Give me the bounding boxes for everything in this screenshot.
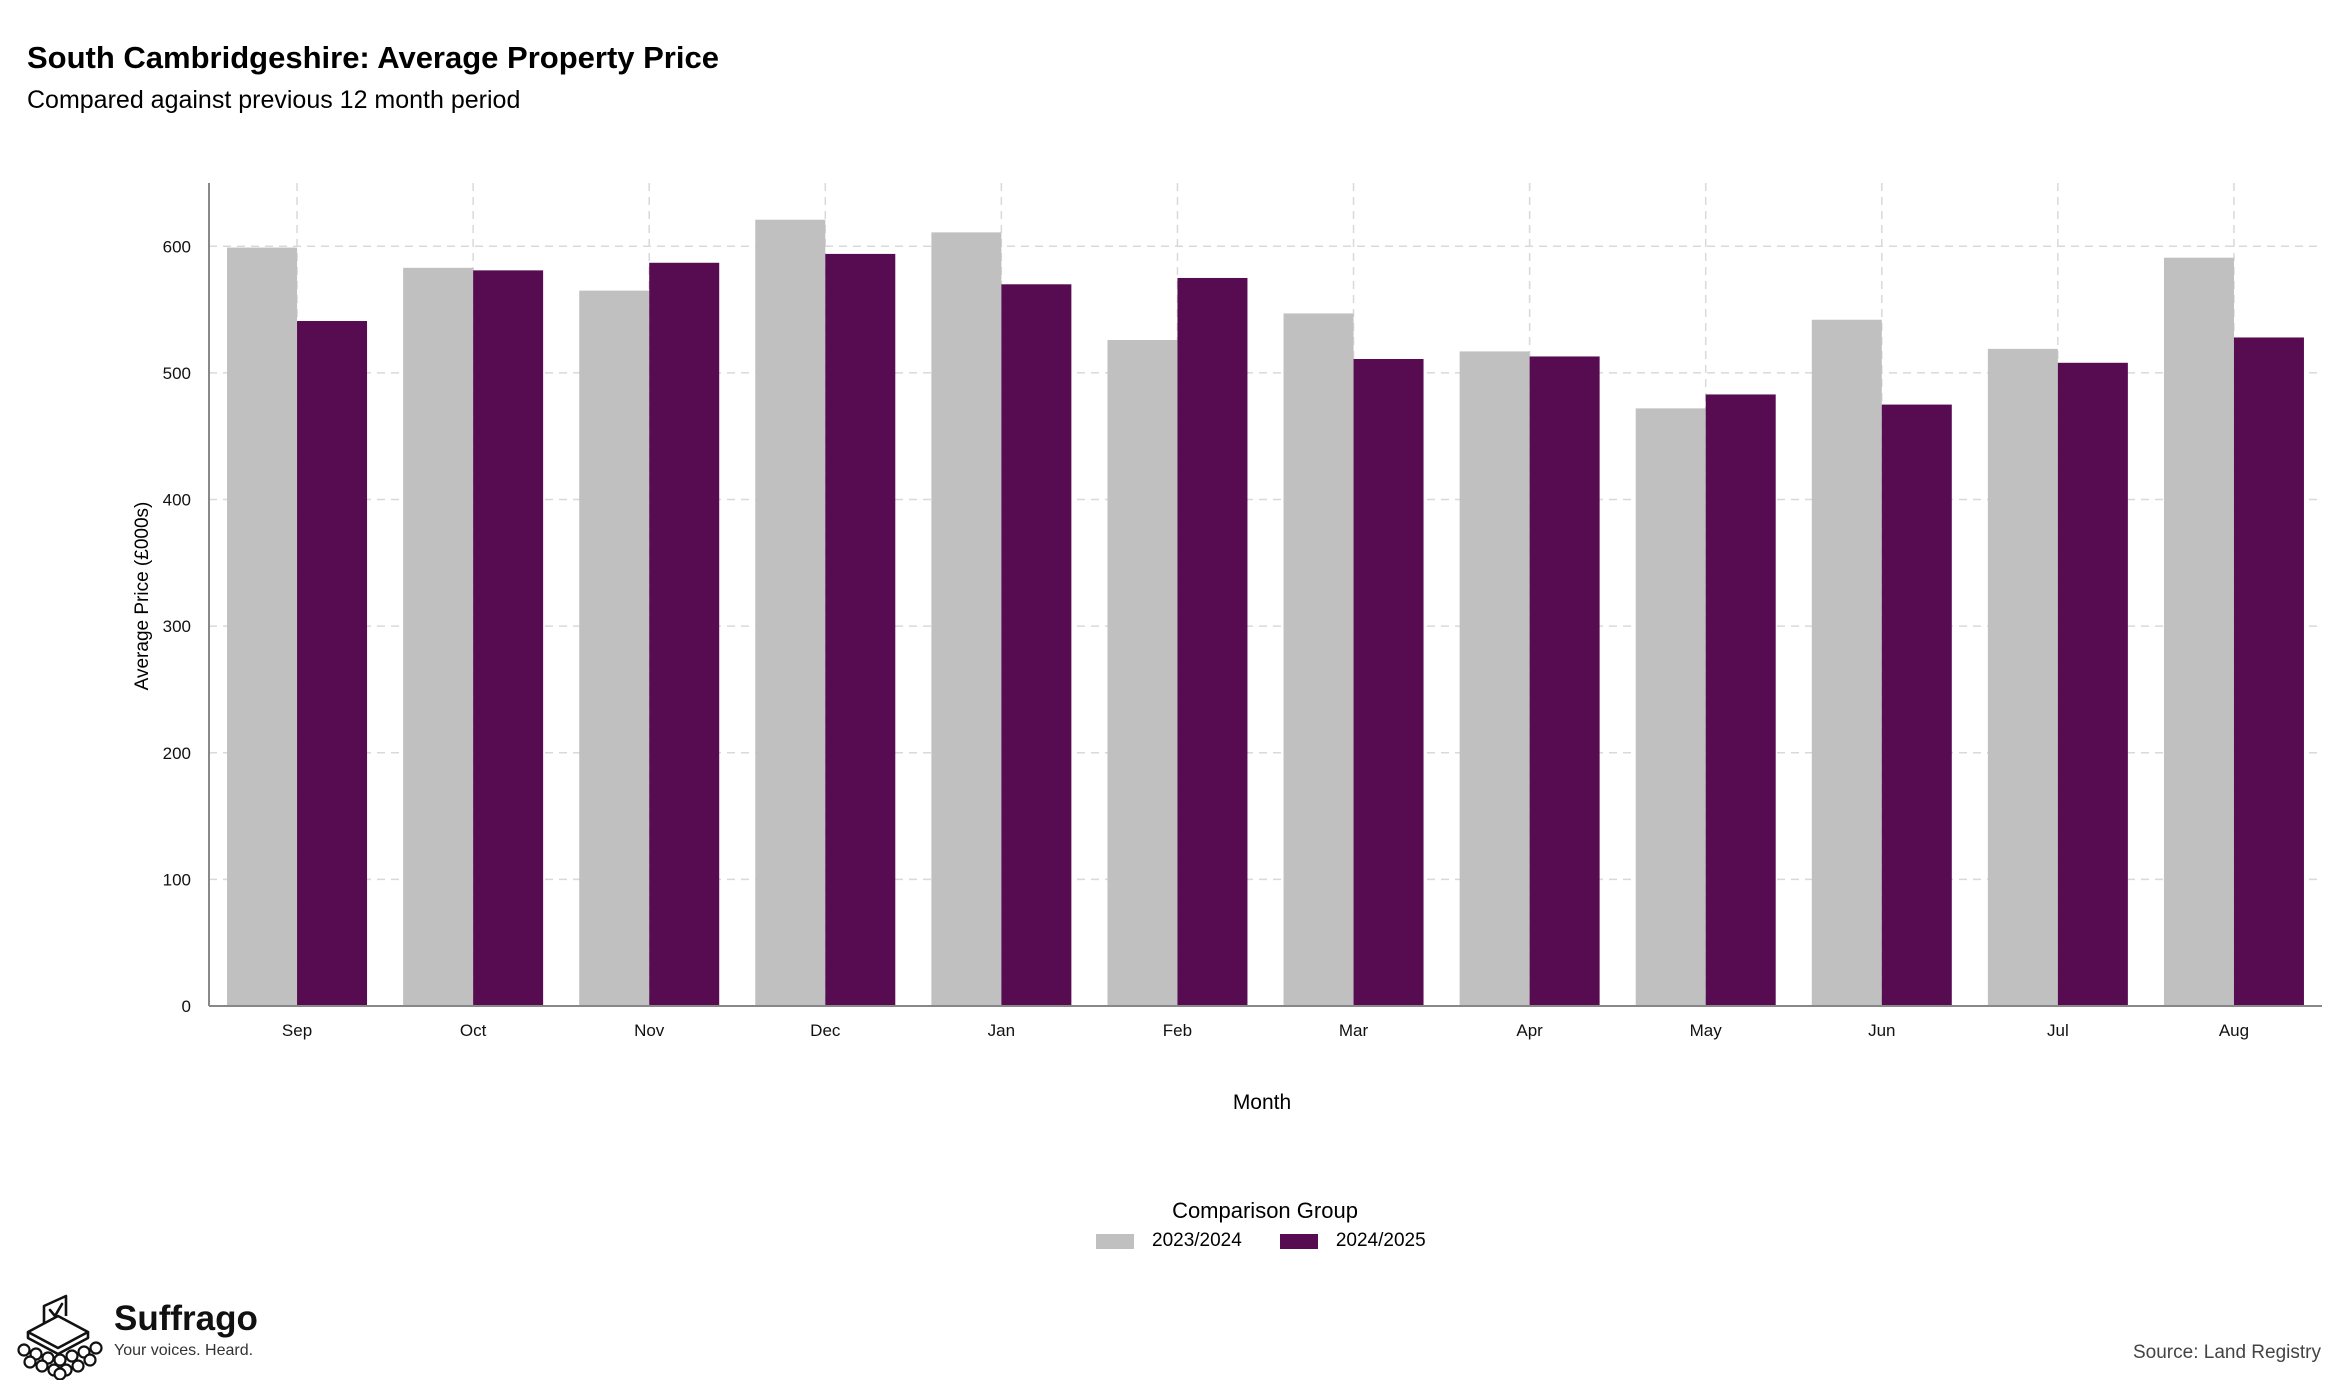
y-tick-label: 600 <box>163 237 191 256</box>
bar-2024-2025-oct <box>473 270 544 1006</box>
bar-chart: 0 100 200 300 400 500 600 Sep Oct Nov Dec Jan Feb Mar… <box>132 183 2322 1114</box>
ballot-box-icon <box>17 1294 103 1380</box>
bar-2024-2025-aug <box>2233 337 2304 1006</box>
axes <box>208 183 2322 1007</box>
bar-2023-2024-nov <box>579 290 650 1007</box>
legend-label-2023-2024: 2023/2024 <box>1152 1230 1242 1251</box>
y-tick-label: 500 <box>163 364 191 383</box>
bar-2023-2024-apr <box>1459 351 1530 1007</box>
x-tick-label: Apr <box>1516 1021 1543 1040</box>
y-axis-label: Average Price (£000s) <box>132 502 153 691</box>
y-tick-label: 200 <box>163 744 191 763</box>
bars <box>227 219 2304 1007</box>
y-tick-label: 0 <box>182 997 191 1016</box>
bar-2023-2024-jan <box>931 232 1002 1006</box>
legend-item-2024-2025: 2024/2025 <box>1279 1230 1426 1252</box>
tick-labels: 0 100 200 300 400 500 600 Sep Oct Nov Dec Jan Feb Mar… <box>163 237 2249 1040</box>
x-tick-label: Oct <box>460 1021 487 1040</box>
chart-subtitle: Compared against previous 12 month perio… <box>27 86 521 114</box>
bar-2024-2025-jun <box>1881 404 1952 1007</box>
x-tick-label: Nov <box>634 1021 665 1040</box>
bar-2023-2024-aug <box>2163 257 2234 1006</box>
bar-2023-2024-jun <box>1811 319 1882 1006</box>
x-tick-label: Feb <box>1163 1021 1192 1040</box>
legend: 2023/2024 2024/2025 <box>1096 1230 1464 1252</box>
bar-2023-2024-mar <box>1283 313 1354 1007</box>
y-tick-label: 100 <box>163 870 191 889</box>
x-tick-label: Sep <box>282 1021 312 1040</box>
bar-2023-2024-feb <box>1107 340 1178 1007</box>
bar-2023-2024-sep <box>227 247 298 1006</box>
bar-2024-2025-feb <box>1177 277 1248 1006</box>
legend-swatch-2024-2025 <box>1279 1233 1318 1249</box>
bar-2023-2024-may <box>1635 408 1706 1007</box>
bar-2024-2025-jan <box>1001 284 1072 1006</box>
bar-2023-2024-oct <box>403 267 474 1007</box>
x-tick-label: Jul <box>2047 1021 2069 1040</box>
bar-2024-2025-jul <box>2057 362 2128 1007</box>
y-tick-label: 400 <box>163 491 191 510</box>
legend-title: Comparison Group <box>1172 1198 1358 1223</box>
x-axis-label: Month <box>1233 1091 1291 1114</box>
x-tick-label: Jan <box>988 1021 1015 1040</box>
legend-swatch-2023-2024 <box>1096 1233 1134 1249</box>
bar-2024-2025-nov <box>649 262 720 1006</box>
y-tick-label: 300 <box>163 617 191 636</box>
bar-2024-2025-apr <box>1529 356 1600 1006</box>
x-tick-label: May <box>1690 1021 1723 1040</box>
x-tick-label: Dec <box>810 1021 841 1040</box>
source-note: Source: Land Registry <box>2133 1342 2321 1363</box>
logo-tagline: Your voices. Heard. <box>114 1342 254 1359</box>
bar-2024-2025-mar <box>1353 358 1424 1007</box>
bar-2024-2025-dec <box>825 253 896 1007</box>
legend-label-2024-2025: 2024/2025 <box>1335 1230 1426 1251</box>
bar-2024-2025-sep <box>297 321 368 1007</box>
bar-2023-2024-dec <box>755 219 826 1007</box>
legend-item-2023-2024: 2023/2024 <box>1096 1230 1242 1252</box>
bar-2024-2025-may <box>1705 394 1776 1006</box>
chart-title: South Cambridgeshire: Average Property P… <box>27 40 719 75</box>
x-tick-label: Aug <box>2219 1021 2249 1040</box>
x-tick-label: Mar <box>1339 1021 1369 1040</box>
suffrago-logo: Suffrago Your voices. Heard. <box>14 1294 258 1380</box>
bar-2023-2024-jul <box>1987 348 2058 1006</box>
logo-name: Suffrago <box>114 1299 258 1338</box>
x-tick-label: Jun <box>1868 1021 1895 1040</box>
